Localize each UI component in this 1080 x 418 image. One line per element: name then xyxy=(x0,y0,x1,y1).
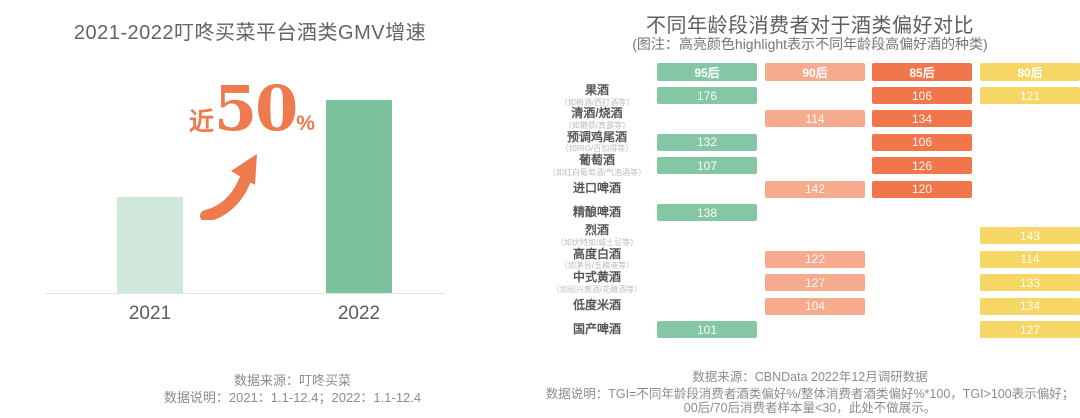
row-label-sub: （如RIO/百加得等） xyxy=(560,144,634,154)
growth-annotation-number: 50 xyxy=(214,72,298,145)
row-label-3: 葡萄酒 （如红白葡萄酒/气泡酒等） xyxy=(540,152,654,177)
preference-comparison-chart: 不同年龄段消费者对于酒类偏好对比 (图注：高亮颜色highlight表示不同年龄… xyxy=(540,0,1080,418)
right-data-note-line1: 数据说明：TGI=不同年龄段消费者酒类偏好%/整体消费者酒类偏好%*100，TG… xyxy=(545,387,1075,401)
tgi-cell-2-0: 132 xyxy=(657,133,757,151)
row-label-main: 葡萄酒 xyxy=(578,152,615,167)
row-label-main: 国产啤酒 xyxy=(572,321,621,336)
tgi-cell-4-1: 142 xyxy=(765,180,865,198)
tgi-cell-10-0: 101 xyxy=(657,321,757,338)
tgi-cell-7-3: 114 xyxy=(980,250,1080,268)
tgi-cell-4-2: 120 xyxy=(872,180,972,198)
tgi-cell-5-0: 138 xyxy=(657,204,757,221)
age-column-header-1: 90后 xyxy=(765,63,865,81)
tgi-cell-8-3: 133 xyxy=(980,274,1080,292)
tgi-cell-9-3: 134 xyxy=(980,297,1080,315)
row-label-sub: （如獭祭/真露等） xyxy=(563,120,631,130)
tgi-cell-0-2: 106 xyxy=(872,87,972,104)
row-label-main: 清酒/烧酒 xyxy=(571,106,623,121)
row-label-main: 精酿啤酒 xyxy=(572,204,621,219)
growth-annotation-suffix: % xyxy=(296,112,315,135)
age-column-header-0: 95后 xyxy=(657,63,757,81)
tgi-cell-10-3: 127 xyxy=(980,321,1080,338)
row-label-4: 进口啤酒 xyxy=(540,178,654,201)
x-axis-label-2022: 2022 xyxy=(337,303,381,324)
row-label-9: 低度米酒 xyxy=(540,295,654,318)
row-label-sub: （如红白葡萄酒/气泡酒等） xyxy=(547,167,647,177)
left-chart-title: 2021-2022叮咚买菜平台酒类GMV增速 xyxy=(73,22,427,44)
tgi-cell-9-1: 104 xyxy=(765,297,865,315)
age-column-header-2: 85后 xyxy=(872,63,972,81)
tgi-cell-7-1: 122 xyxy=(765,250,865,268)
row-label-sub: （如伏特加/威士忌等） xyxy=(555,237,639,247)
row-label-sub: （如茅台/五粮液等） xyxy=(559,261,635,271)
growth-annotation: 近50% xyxy=(189,78,315,140)
tgi-cell-8-1: 127 xyxy=(765,274,865,292)
gmv-bar-2022 xyxy=(326,100,392,293)
row-label-sub: （如梅酒/西打酒等） xyxy=(559,97,635,107)
growth-arrow-icon xyxy=(200,154,257,220)
tgi-cell-0-3: 121 xyxy=(980,87,1080,104)
tgi-cell-0-0: 176 xyxy=(657,87,757,104)
growth-annotation-prefix: 近 xyxy=(189,108,215,136)
gmv-bar-2021 xyxy=(117,197,183,293)
tgi-cell-2-2: 106 xyxy=(872,133,972,151)
row-label-1: 清酒/烧酒 （如獭祭/真露等） xyxy=(540,106,654,130)
tgi-cell-1-2: 134 xyxy=(872,110,972,128)
row-label-6: 烈酒 （如伏特加/威士忌等） xyxy=(540,223,654,247)
row-label-8: 中式黄酒 （如绍兴黄酒/花雕酒等） xyxy=(540,269,654,294)
left-data-source: 数据来源：叮咚买菜 xyxy=(233,373,351,388)
left-data-note: 数据说明：2021：1.1-12.4；2022：1.1-12.4 xyxy=(163,390,422,405)
age-column-header-3: 80后 xyxy=(980,63,1080,81)
tgi-cell-3-0: 107 xyxy=(657,157,757,175)
row-label-main: 果酒 xyxy=(584,82,609,97)
row-label-main: 中式黄酒 xyxy=(572,269,621,284)
row-label-5: 精酿啤酒 xyxy=(540,201,654,224)
tgi-cell-6-3: 143 xyxy=(980,227,1080,245)
right-chart-subtitle: (图注：高亮颜色highlight表示不同年龄段高偏好酒的种类) xyxy=(632,36,988,52)
row-label-main: 高度白酒 xyxy=(572,246,621,261)
right-chart-title: 不同年龄段消费者对于酒类偏好对比 xyxy=(646,15,974,37)
row-label-main: 低度米酒 xyxy=(572,298,621,313)
tgi-cell-1-1: 114 xyxy=(765,110,865,128)
right-data-source: 数据来源：CBNData 2022年12月调研数据 xyxy=(692,370,928,384)
row-label-main: 进口啤酒 xyxy=(572,181,621,196)
x-axis-baseline xyxy=(45,293,445,294)
x-axis-label-2021: 2021 xyxy=(128,303,172,324)
row-label-10: 国产啤酒 xyxy=(540,318,654,341)
row-label-0: 果酒 （如梅酒/西打酒等） xyxy=(540,82,654,107)
tgi-cell-3-2: 126 xyxy=(872,157,972,175)
row-label-main: 预调鸡尾酒 xyxy=(566,129,627,144)
row-label-sub: （如绍兴黄酒/花雕酒等） xyxy=(551,284,643,294)
gmv-growth-chart: 2021-2022叮咚买菜平台酒类GMV增速 近50% 2021 2022 数据来… xyxy=(45,22,445,405)
row-label-2: 预调鸡尾酒 （如RIO/百加得等） xyxy=(540,129,654,154)
row-label-7: 高度白酒 （如茅台/五粮液等） xyxy=(540,246,654,271)
right-data-note-line2: 00后/70后消费者样本量<30，此处不做展示。 xyxy=(683,401,937,415)
gmv-chart-area: 近50% 2021 2022 xyxy=(45,78,445,324)
preference-grid: 95后 90后 85后 80后 果酒 （如梅酒/西打酒等） 176 106 121 清酒/烧酒 （如… xyxy=(540,0,1080,418)
row-label-main: 烈酒 xyxy=(584,223,609,238)
